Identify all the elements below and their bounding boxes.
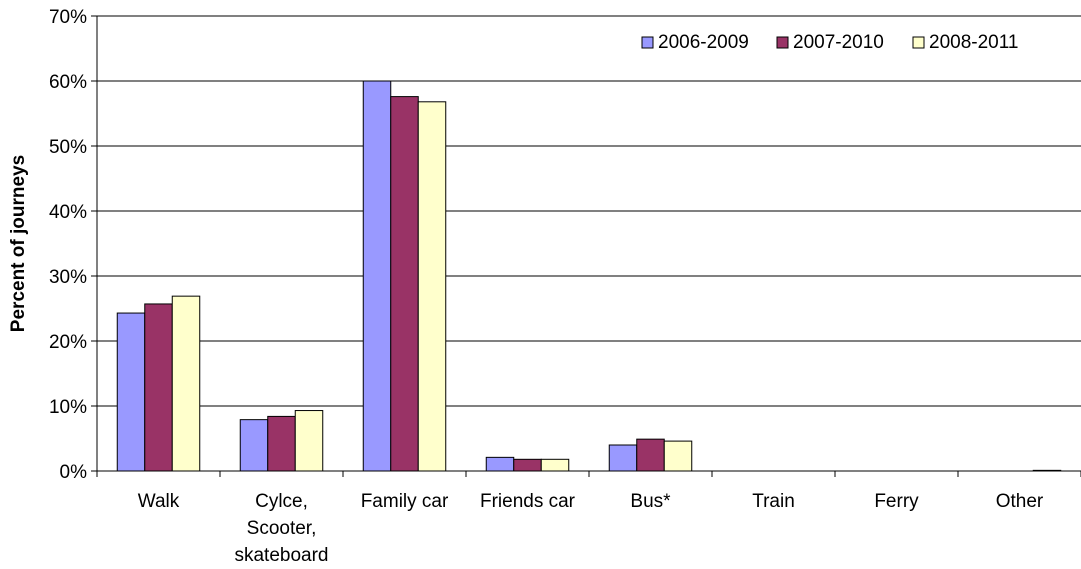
x-tick-label: Friends car bbox=[480, 491, 576, 512]
bar bbox=[1032, 469, 1062, 472]
x-tick-label: Bus* bbox=[630, 491, 671, 512]
bar bbox=[294, 410, 324, 472]
x-tick-label: Other bbox=[996, 491, 1044, 512]
y-tick-label: 10% bbox=[49, 397, 87, 418]
y-tick-label: 30% bbox=[49, 267, 87, 288]
legend-label: 2006-2009 bbox=[658, 32, 749, 53]
bar bbox=[636, 438, 665, 472]
x-tick-label: Cylce, Scooter, skateboard bbox=[234, 491, 328, 566]
y-tick-label: 0% bbox=[60, 462, 88, 483]
bar bbox=[417, 101, 447, 472]
y-tick-label: 50% bbox=[49, 137, 87, 158]
bar bbox=[485, 456, 515, 472]
legend-swatch bbox=[912, 36, 925, 49]
x-tick-label: Ferry bbox=[874, 491, 919, 512]
bar bbox=[663, 440, 693, 472]
x-tick-label: Train bbox=[752, 491, 795, 512]
bar bbox=[608, 444, 638, 472]
bar bbox=[239, 419, 269, 472]
legend-swatch bbox=[776, 36, 789, 49]
bar bbox=[144, 303, 173, 472]
bar bbox=[362, 80, 392, 472]
bar bbox=[390, 96, 419, 472]
bar bbox=[116, 312, 146, 472]
bar bbox=[513, 458, 542, 472]
y-tick-label: 20% bbox=[49, 332, 87, 353]
legend-swatch bbox=[641, 36, 654, 49]
y-tick-label: 40% bbox=[49, 202, 87, 223]
bar bbox=[267, 415, 296, 472]
x-tick-label: Walk bbox=[138, 491, 180, 512]
x-tick-label: Family car bbox=[361, 491, 449, 512]
y-axis-label: Percent of journeys bbox=[8, 155, 29, 332]
legend-label: 2007-2010 bbox=[793, 32, 884, 53]
legend-label: 2008-2011 bbox=[929, 32, 1018, 53]
y-tick-label: 70% bbox=[49, 7, 87, 28]
bar bbox=[171, 295, 201, 472]
y-tick-label: 60% bbox=[49, 72, 87, 93]
bar bbox=[540, 458, 570, 472]
